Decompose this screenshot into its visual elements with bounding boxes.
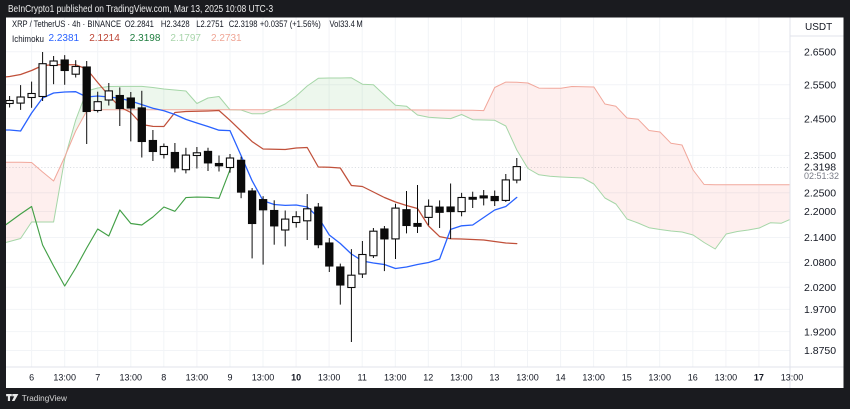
svg-text:13:00: 13:00 <box>186 373 209 383</box>
svg-text:6: 6 <box>29 373 34 383</box>
svg-text:11: 11 <box>358 373 367 383</box>
svg-text:9: 9 <box>227 373 232 383</box>
svg-text:13: 13 <box>489 373 499 383</box>
svg-text:USDT: USDT <box>805 22 832 33</box>
svg-text:14: 14 <box>556 373 566 383</box>
svg-text:2.3198: 2.3198 <box>804 162 836 174</box>
svg-text:2.2500: 2.2500 <box>804 188 836 200</box>
svg-text:2.1400: 2.1400 <box>804 232 836 244</box>
svg-text:13:00: 13:00 <box>648 373 671 383</box>
svg-text:13:00: 13:00 <box>715 373 738 383</box>
svg-text:2.0800: 2.0800 <box>804 257 836 269</box>
svg-text:13:00: 13:00 <box>384 373 407 383</box>
svg-text:13:00: 13:00 <box>516 373 539 383</box>
svg-text:13:00: 13:00 <box>120 373 143 383</box>
svg-text:2.3500: 2.3500 <box>804 150 836 162</box>
svg-text:2.5500: 2.5500 <box>804 79 836 91</box>
svg-text:13:00: 13:00 <box>318 373 341 383</box>
svg-text:2.4500: 2.4500 <box>804 113 836 125</box>
svg-text:13:00: 13:00 <box>53 373 76 383</box>
svg-text:13:00: 13:00 <box>450 373 473 383</box>
svg-text:2.0200: 2.0200 <box>804 282 836 294</box>
svg-text:12: 12 <box>423 373 433 383</box>
svg-text:15: 15 <box>622 373 632 383</box>
svg-text:1.9200: 1.9200 <box>804 326 836 338</box>
svg-text:17: 17 <box>754 373 764 383</box>
svg-text:1.9700: 1.9700 <box>804 304 836 316</box>
svg-text:16: 16 <box>688 373 698 383</box>
svg-text:13:00: 13:00 <box>582 373 605 383</box>
svg-text:7: 7 <box>95 373 100 383</box>
svg-text:2.6500: 2.6500 <box>804 46 836 58</box>
svg-text:2.2000: 2.2000 <box>804 206 836 218</box>
svg-text:8: 8 <box>161 373 166 383</box>
svg-text:13:00: 13:00 <box>252 373 275 383</box>
svg-text:1.8750: 1.8750 <box>804 345 836 357</box>
svg-text:10: 10 <box>291 373 301 383</box>
svg-text:13:00: 13:00 <box>781 373 804 383</box>
svg-text:02:51:32: 02:51:32 <box>804 171 839 181</box>
